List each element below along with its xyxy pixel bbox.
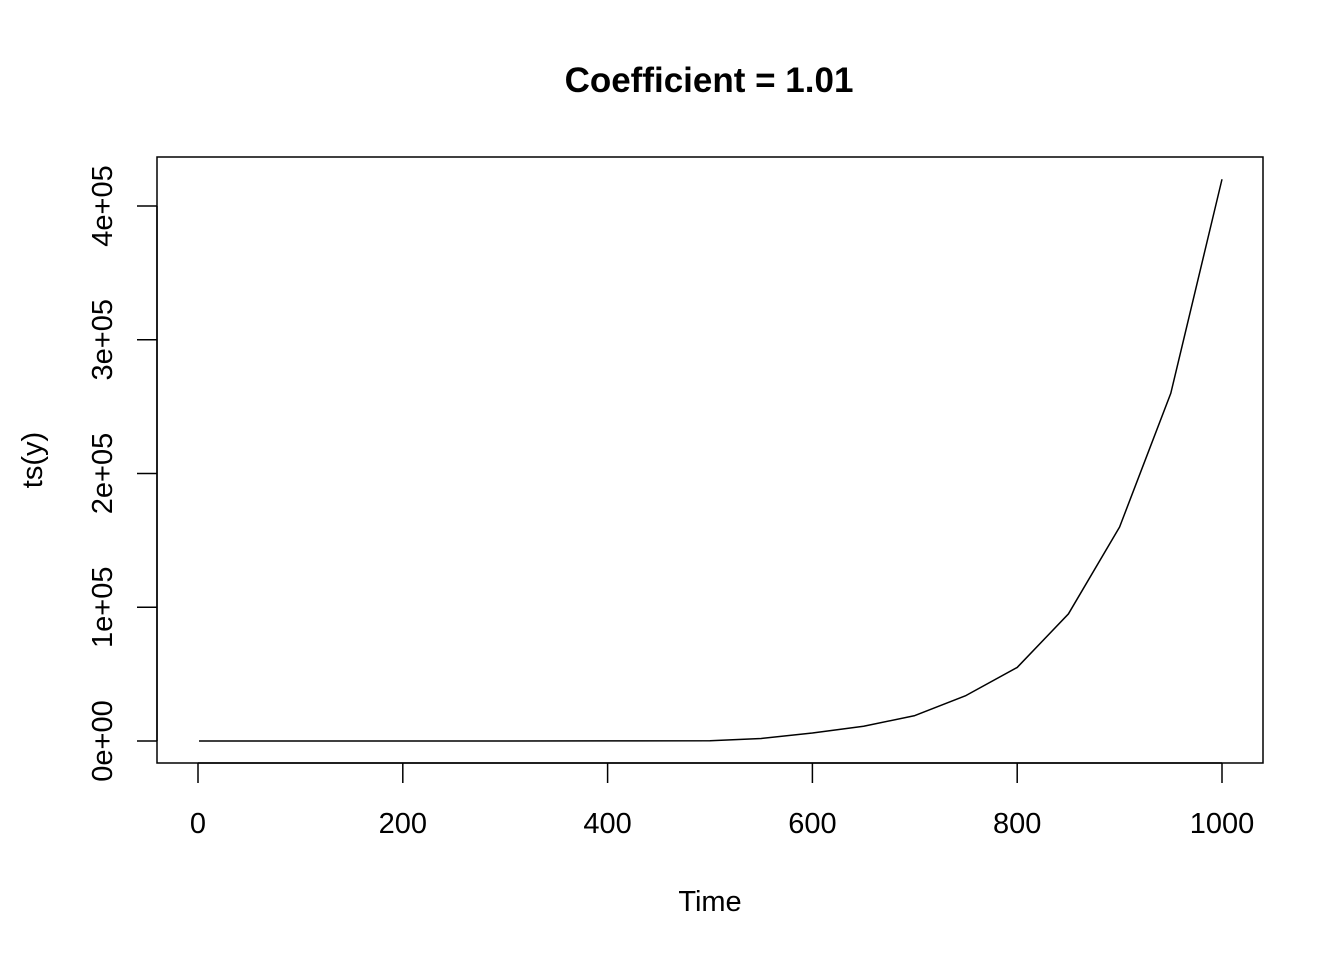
x-tick-label: 400 xyxy=(583,808,631,840)
x-tick-label: 0 xyxy=(190,808,206,840)
x-tick-label: 1000 xyxy=(1190,808,1255,840)
y-tick-label: 1e+05 xyxy=(87,567,119,648)
chart-title: Coefficient = 1.01 xyxy=(565,61,854,100)
y-tick-label: 3e+05 xyxy=(87,299,119,380)
plot-frame xyxy=(156,156,1264,764)
y-axis: 0e+00 1e+05 2e+05 3e+05 4e+05 xyxy=(87,165,158,782)
x-tick-label: 200 xyxy=(379,808,427,840)
series-line xyxy=(199,179,1223,742)
y-tick-label: 4e+05 xyxy=(87,165,119,246)
y-tick-label: 2e+05 xyxy=(87,433,119,514)
series-layer xyxy=(199,179,1223,742)
x-tick-label: 800 xyxy=(993,808,1041,840)
x-tick-label: 600 xyxy=(788,808,836,840)
x-axis-label: Time xyxy=(678,886,741,918)
x-axis: 0 200 400 600 800 1000 xyxy=(190,762,1255,840)
y-axis-label: ts(y) xyxy=(17,432,49,488)
y-tick-label: 0e+00 xyxy=(87,700,119,781)
